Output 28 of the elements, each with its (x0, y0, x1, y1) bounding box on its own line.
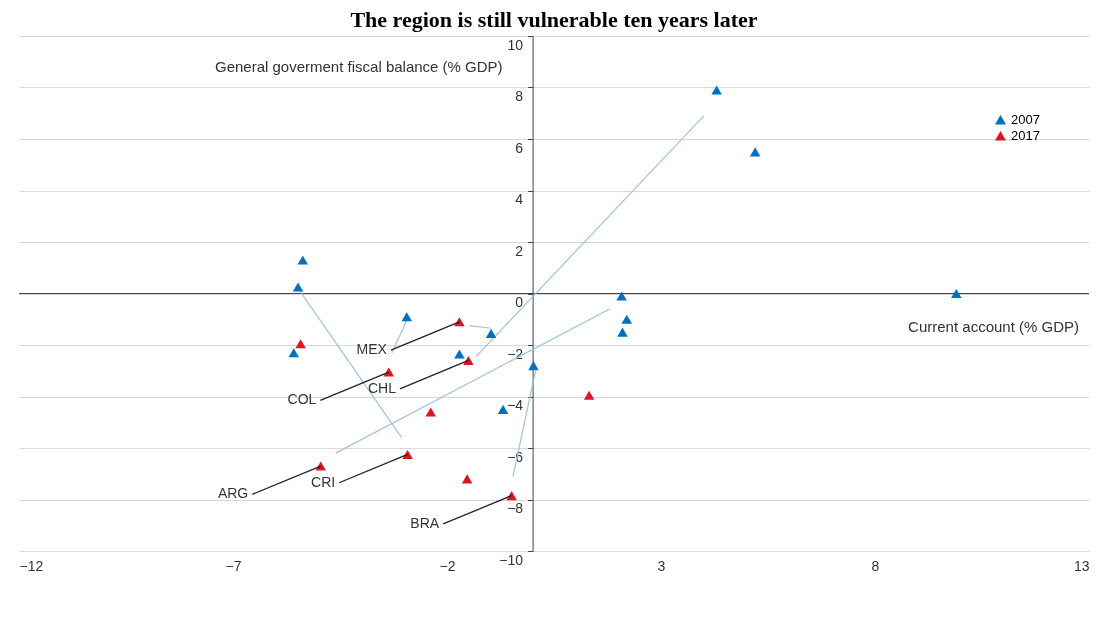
y-tick-label: −4 (507, 397, 524, 413)
annotation: MEX (356, 341, 388, 358)
y-tick-label: 4 (515, 191, 524, 207)
y-tick-label: 2 (515, 242, 524, 259)
legend-label: 2017 (1011, 127, 1040, 143)
y-tick-label: −10 (499, 551, 524, 568)
annotation: ARG (217, 485, 249, 502)
y-tick-label: −2 (507, 345, 524, 362)
y-tick-label: 8 (515, 88, 524, 104)
x-tick-label: 3 (657, 557, 666, 574)
x-tick-label: −7 (225, 557, 242, 574)
x-tick-label: −2 (439, 557, 456, 574)
x-tick-label: 8 (871, 557, 880, 574)
y-tick-label: 6 (515, 139, 524, 156)
annotation: COL (287, 391, 317, 408)
y-tick-label: 10 (507, 36, 524, 53)
x-tick-label: −12 (19, 557, 44, 574)
y-tick-label: 0 (515, 294, 524, 310)
annotation: CHL (367, 379, 397, 396)
annotation: BRA (410, 514, 440, 531)
y-tick-label: −8 (507, 500, 524, 516)
x-tick-label: 13 (1073, 557, 1090, 574)
y-tick-label: −6 (507, 448, 524, 465)
annotation: CRI (311, 473, 336, 490)
legend-label: 2007 (1011, 111, 1040, 127)
chart-title: The region is still vulnerable ten years later (350, 6, 758, 32)
y-axis-title: General goverment fiscal balance (% GDP) (214, 57, 503, 75)
x-axis-title: Current account (% GDP) (908, 317, 1079, 335)
